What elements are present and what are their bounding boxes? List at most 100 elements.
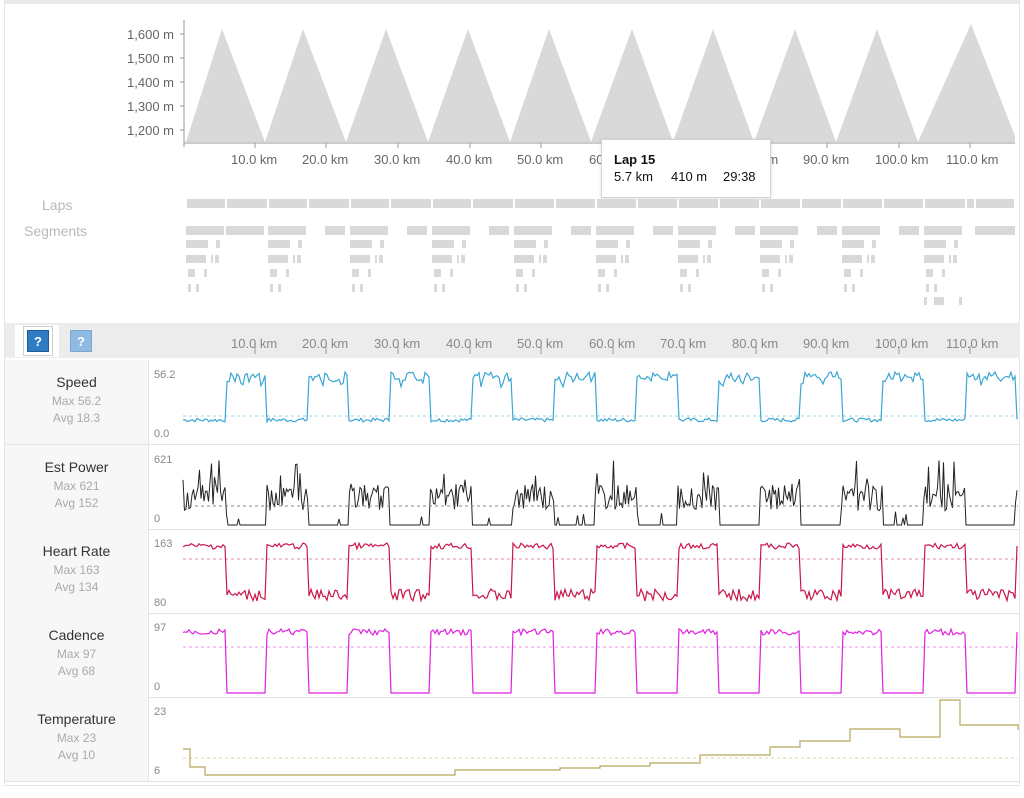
segment-bar (514, 240, 536, 248)
segment-bar (186, 226, 224, 235)
lap-bar (556, 199, 595, 208)
metric-max: Max 23 (56, 731, 97, 745)
segment-bar (186, 240, 208, 248)
metric-label-heart-rate[interactable]: Heart Rate Max 163 Avg 134 (5, 529, 148, 613)
segment-bar (379, 255, 383, 263)
segment-bar (270, 269, 277, 277)
segment-bar (926, 284, 929, 292)
segment-bar (450, 269, 453, 277)
lap-bar (227, 199, 267, 208)
metric-label-speed[interactable]: Speed Max 56.2 Avg 18.3 (5, 360, 148, 444)
segment-bar (778, 269, 781, 277)
speed-line (182, 370, 1018, 424)
segment-bar (852, 284, 855, 292)
segment-bar (268, 226, 306, 235)
metric-trace-heart-rate[interactable] (0, 529, 1024, 613)
metric-label-cadence[interactable]: Cadence Max 97 Avg 68 (5, 613, 148, 697)
metric-label-est-power[interactable]: Est Power Max 621 Avg 152 (5, 445, 148, 529)
help-button-secondary[interactable]: ? (70, 330, 92, 352)
y-tick: 1,200 m (127, 123, 174, 138)
segment-bar (842, 255, 862, 263)
metric-trace-temperature[interactable] (0, 697, 1024, 781)
lap-bar (638, 199, 677, 208)
segment-bar (770, 284, 773, 292)
segment-bar (934, 297, 944, 305)
segment-bar (211, 255, 213, 263)
segment-bar (457, 255, 459, 263)
metric-max: Max 621 (53, 479, 100, 493)
metric-trace-cadence[interactable] (0, 613, 1024, 697)
segment-bar (186, 255, 206, 263)
segment-bar (626, 240, 630, 248)
metric-name: Est Power (44, 459, 109, 475)
segment-bar (954, 240, 958, 248)
metric-trace-speed[interactable] (0, 360, 1024, 444)
segment-bar (434, 284, 437, 292)
cadence-line (182, 627, 1018, 694)
segment-bar (949, 255, 951, 263)
distance-axis-label: 30.0 km (374, 336, 421, 351)
segment-bar (598, 269, 605, 277)
segment-bar (678, 255, 698, 263)
metric-range-top: 163 (154, 538, 173, 550)
segment-bar (926, 269, 933, 277)
segment-bar (760, 255, 780, 263)
segment-bar (270, 284, 273, 292)
segment-bar (785, 255, 787, 263)
label-divider (148, 360, 149, 781)
help-button-primary[interactable]: ? (27, 330, 49, 352)
metric-max: Max 97 (56, 647, 97, 661)
segment-bar (432, 255, 452, 263)
metric-label-temperature[interactable]: Temperature Max 23 Avg 10 (5, 697, 148, 781)
y-tick: 1,400 m (127, 75, 174, 90)
metric-max: Max 163 (53, 563, 100, 577)
x-tick-label: 90.0 km (803, 152, 850, 167)
segment-bar (524, 284, 527, 292)
segment-bar (678, 240, 700, 248)
segment-bar (268, 240, 290, 248)
segment-bar (350, 226, 388, 235)
segment-bar (215, 255, 219, 263)
segment-bar (598, 284, 601, 292)
segment-bar (842, 226, 880, 235)
segment-bar (871, 255, 875, 263)
metric-trace-est-power[interactable] (0, 445, 1024, 529)
distance-axis-label: 70.0 km (660, 336, 707, 351)
tooltip-title: Lap 15 (614, 152, 656, 167)
y-tick: 1,300 m (127, 99, 174, 114)
x-tick-label: 20.0 km (302, 152, 349, 167)
segment-bar (516, 269, 523, 277)
lap-bar (884, 199, 923, 208)
segment-bar (539, 255, 541, 263)
segment-bar (789, 255, 793, 263)
segment-bar (975, 226, 1015, 235)
segment-bar (762, 269, 769, 277)
laps-segments-area[interactable] (0, 0, 1024, 320)
lap-bar (679, 199, 718, 208)
segment-bar (790, 240, 794, 248)
segment-bar (293, 255, 295, 263)
laps-label: Laps (42, 197, 73, 213)
segment-bar (867, 255, 869, 263)
lap-bar (843, 199, 882, 208)
metric-name: Heart Rate (42, 543, 111, 559)
metric-range-top: 621 (154, 454, 173, 466)
x-tick-label: 100.0 km (875, 152, 929, 167)
segment-bar (924, 226, 962, 235)
segment-bar (544, 240, 548, 248)
segment-bar (653, 226, 673, 235)
segment-bar (614, 269, 617, 277)
y-tick: 1,500 m (127, 51, 174, 66)
segment-bar (860, 269, 863, 277)
lap-bar (473, 199, 513, 208)
distance-axis-label: 10.0 km (231, 336, 278, 351)
row-separator (5, 697, 1020, 698)
x-tick-label: 40.0 km (446, 152, 493, 167)
metric-range-bottom: 6 (154, 765, 161, 777)
segment-bar (899, 226, 919, 235)
segment-bar (325, 226, 345, 235)
segments-label: Segments (24, 223, 88, 239)
lap-bar (187, 199, 225, 208)
distance-axis-label: 60.0 km (589, 336, 636, 351)
tooltip-distance: 5.7 km (614, 169, 654, 184)
